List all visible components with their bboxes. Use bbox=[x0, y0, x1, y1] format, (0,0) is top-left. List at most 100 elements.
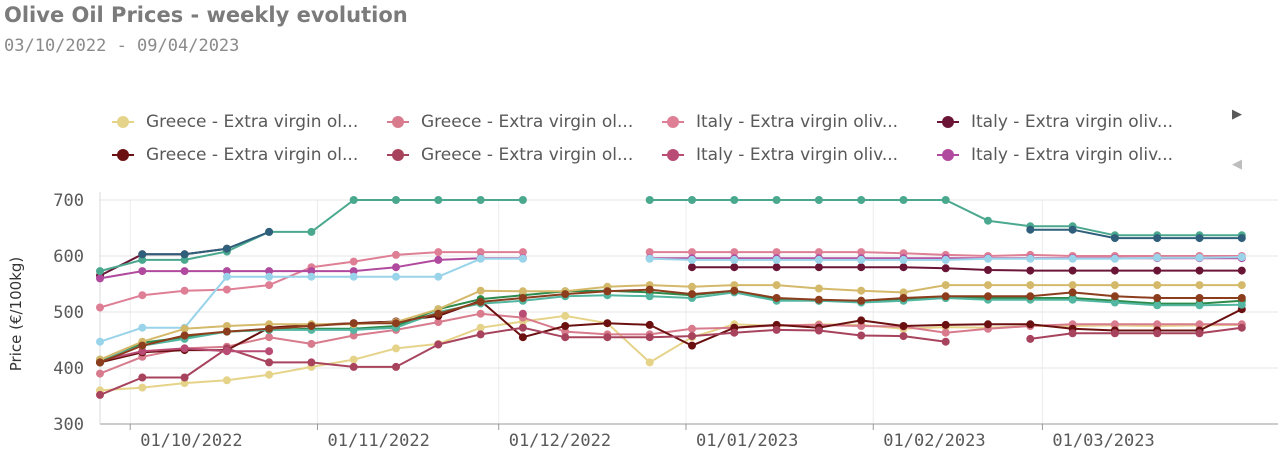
series-line bbox=[99, 299, 1243, 364]
data-point bbox=[984, 281, 992, 290]
legend-swatch bbox=[112, 110, 134, 134]
data-point bbox=[857, 255, 866, 264]
data-point bbox=[392, 272, 400, 281]
data-point bbox=[265, 272, 274, 281]
data-point bbox=[138, 291, 147, 300]
data-point bbox=[265, 358, 274, 367]
data-point bbox=[857, 322, 866, 330]
y-tick-label: 600 bbox=[53, 247, 84, 267]
legend-item[interactable]: Greece - Extra virgin ol... bbox=[112, 110, 358, 134]
data-point bbox=[1110, 266, 1119, 275]
data-point bbox=[222, 244, 231, 253]
data-point bbox=[857, 248, 866, 257]
data-point bbox=[1068, 266, 1077, 275]
legend-item[interactable]: Greece - Extra virgin ol... bbox=[112, 143, 358, 167]
data-point bbox=[138, 383, 147, 392]
legend-item[interactable]: Greece - Extra virgin ol... bbox=[387, 110, 633, 134]
data-point bbox=[561, 322, 570, 330]
data-point bbox=[1153, 281, 1162, 290]
data-point bbox=[180, 267, 189, 276]
legend-swatch bbox=[387, 143, 409, 167]
data-point bbox=[857, 196, 866, 204]
legend-label: Italy - Extra virgin oliv... bbox=[971, 145, 1174, 165]
data-point bbox=[518, 323, 527, 332]
data-point bbox=[349, 257, 358, 266]
data-point bbox=[476, 297, 485, 306]
data-point bbox=[941, 264, 950, 273]
data-point bbox=[265, 281, 274, 290]
data-point bbox=[1153, 234, 1162, 243]
data-point bbox=[180, 286, 189, 295]
data-point bbox=[1195, 281, 1204, 290]
data-point bbox=[392, 263, 400, 272]
data-point bbox=[561, 311, 570, 320]
data-point bbox=[1068, 225, 1077, 234]
series-line bbox=[692, 266, 1242, 272]
legend-swatch bbox=[662, 110, 684, 134]
data-point bbox=[307, 339, 316, 348]
data-point bbox=[984, 292, 992, 301]
data-point bbox=[307, 322, 316, 330]
data-point bbox=[730, 248, 739, 257]
data-point bbox=[1026, 266, 1035, 275]
data-point bbox=[392, 196, 400, 204]
series-line bbox=[1030, 228, 1242, 240]
data-point bbox=[222, 267, 231, 276]
chart-title: Olive Oil Prices - weekly evolution bbox=[4, 3, 408, 27]
data-point bbox=[1153, 266, 1162, 275]
data-point bbox=[857, 331, 866, 340]
data-point bbox=[96, 369, 104, 378]
data-point bbox=[814, 284, 823, 293]
legend-item[interactable]: Italy - Extra virgin oliv... bbox=[937, 143, 1173, 167]
legend-item[interactable]: Italy - Extra virgin oliv... bbox=[662, 110, 898, 134]
data-point bbox=[1110, 292, 1119, 301]
data-point bbox=[772, 255, 781, 264]
data-point bbox=[899, 196, 908, 204]
data-point bbox=[434, 255, 443, 264]
y-tick-label: 500 bbox=[53, 303, 84, 323]
data-point bbox=[476, 196, 485, 204]
legend-swatch bbox=[112, 143, 134, 167]
series-line bbox=[99, 291, 1242, 361]
data-point bbox=[1195, 329, 1204, 338]
data-point bbox=[518, 333, 527, 342]
data-point bbox=[645, 254, 654, 263]
data-point bbox=[1026, 320, 1035, 329]
data-point bbox=[730, 196, 739, 204]
data-point bbox=[899, 263, 908, 272]
data-point bbox=[222, 322, 231, 330]
legend-item[interactable]: Greece - Extra virgin ol... bbox=[387, 143, 633, 167]
data-point bbox=[1026, 225, 1035, 234]
x-tick-label: 01/11/2022 bbox=[327, 431, 429, 451]
legend-label: Italy - Extra virgin oliv... bbox=[696, 145, 899, 165]
data-point bbox=[1068, 254, 1077, 263]
data-point bbox=[772, 248, 781, 257]
legend-item[interactable]: Italy - Extra virgin oliv... bbox=[662, 143, 898, 167]
data-point bbox=[730, 328, 739, 337]
data-point bbox=[434, 248, 443, 257]
legend-prev-icon[interactable]: ◀ bbox=[1232, 157, 1242, 172]
data-point bbox=[899, 255, 908, 264]
data-point bbox=[1195, 266, 1204, 275]
data-point bbox=[857, 296, 866, 305]
legend-item[interactable]: Italy - Extra virgin oliv... bbox=[937, 110, 1173, 134]
data-point bbox=[730, 281, 739, 290]
data-point bbox=[96, 274, 104, 283]
series-line bbox=[649, 199, 1242, 237]
data-point bbox=[688, 248, 696, 257]
data-point bbox=[392, 362, 400, 371]
data-point bbox=[603, 287, 612, 296]
data-point bbox=[1153, 294, 1162, 302]
data-point bbox=[984, 254, 992, 263]
data-point bbox=[984, 216, 992, 225]
data-point bbox=[688, 263, 696, 272]
data-point bbox=[96, 390, 104, 399]
data-point bbox=[180, 379, 189, 388]
data-point bbox=[349, 355, 358, 364]
data-point bbox=[434, 196, 443, 204]
data-point bbox=[307, 272, 316, 281]
data-point bbox=[138, 341, 147, 350]
legend-next-icon[interactable]: ▶ bbox=[1232, 107, 1242, 122]
data-point bbox=[180, 324, 189, 333]
data-point bbox=[434, 272, 443, 281]
